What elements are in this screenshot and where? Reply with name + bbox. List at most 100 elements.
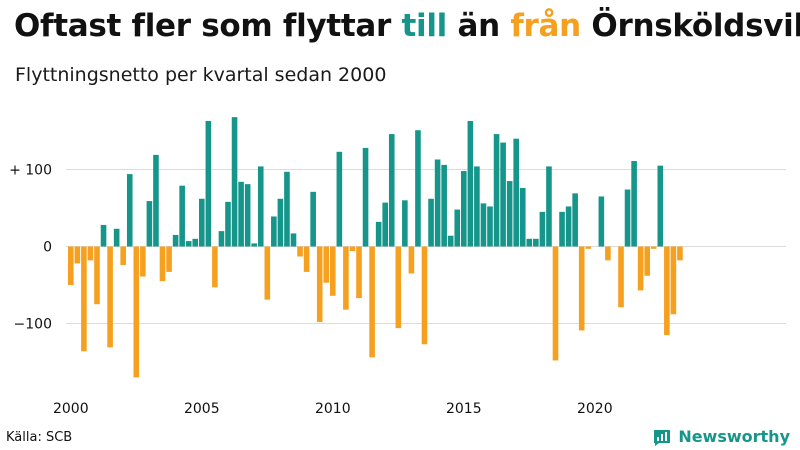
chart-title: Oftast fler som flyttar till än från Örn… <box>14 4 800 48</box>
bar <box>605 246 611 261</box>
bar <box>624 189 631 247</box>
bar <box>362 147 369 247</box>
x-tick-label: 2010 <box>315 401 351 417</box>
bar <box>297 246 303 257</box>
bar <box>81 246 87 352</box>
y-axis-labels: + 100 0 −100 <box>9 163 52 333</box>
bar <box>637 246 644 291</box>
bar <box>74 246 81 264</box>
bar <box>474 166 480 247</box>
bars <box>68 117 683 378</box>
bar <box>598 196 605 247</box>
bar <box>166 246 172 272</box>
bar <box>225 201 231 247</box>
bar <box>677 246 683 261</box>
bar <box>218 231 225 247</box>
bar <box>506 181 513 247</box>
bar <box>192 238 199 247</box>
bar <box>382 202 388 247</box>
bar <box>487 206 493 247</box>
title-part-3: än <box>446 8 511 44</box>
title-part-5: Örnsköldsvik <box>580 8 800 44</box>
title-highlight-fran: från <box>510 8 581 44</box>
bar <box>434 159 441 247</box>
bar <box>133 246 140 378</box>
bar <box>323 246 330 283</box>
bar <box>519 187 526 247</box>
bar <box>146 201 153 247</box>
bar <box>565 206 572 247</box>
x-tick-label: 2000 <box>53 401 89 417</box>
bar <box>199 198 205 247</box>
bar <box>284 171 290 247</box>
bar <box>257 166 264 247</box>
bar <box>159 246 166 282</box>
bar <box>480 203 487 247</box>
bar <box>107 246 113 348</box>
bar <box>120 246 126 265</box>
bar <box>343 246 349 310</box>
bar <box>290 233 297 247</box>
bar <box>356 246 362 299</box>
bar <box>664 246 670 336</box>
x-axis-labels: 2000 2005 2010 2015 2020 <box>53 401 613 417</box>
bar <box>316 246 323 322</box>
bar <box>441 164 447 247</box>
bar <box>539 211 546 247</box>
bar <box>100 224 107 247</box>
bar <box>375 221 382 247</box>
bar <box>467 120 474 247</box>
bar <box>533 238 539 247</box>
x-tick-label: 2005 <box>184 401 220 417</box>
bar <box>572 193 578 247</box>
bar <box>585 246 592 249</box>
bar <box>303 246 310 272</box>
y-tick-label: + 100 <box>9 163 52 179</box>
bar <box>87 246 94 261</box>
brand-name: Newsworthy <box>678 427 790 446</box>
bar <box>212 246 218 288</box>
bar <box>310 191 316 247</box>
bar <box>251 243 257 247</box>
bar <box>231 117 238 247</box>
bar <box>415 130 421 247</box>
bar <box>402 200 408 247</box>
bar <box>330 246 336 296</box>
bar <box>336 151 343 247</box>
bar <box>631 161 637 247</box>
bar <box>172 234 179 247</box>
bar <box>244 184 251 247</box>
bar <box>578 246 585 331</box>
bar <box>421 246 428 345</box>
bar <box>559 211 565 247</box>
bar <box>408 246 415 274</box>
x-tick-label: 2020 <box>577 401 613 417</box>
bar <box>650 246 657 249</box>
bar <box>546 166 552 247</box>
bar <box>113 228 120 247</box>
y-tick-label: 0 <box>43 240 52 256</box>
bar <box>179 185 185 247</box>
bar <box>264 246 271 300</box>
bar <box>493 134 500 247</box>
chart-subtitle: Flyttningsnetto per kvartal sedan 2000 <box>15 64 387 86</box>
bar <box>618 246 624 308</box>
bar <box>238 181 244 247</box>
bar <box>271 216 277 247</box>
newsworthy-brand[interactable]: Newsworthy <box>652 426 790 448</box>
bar <box>670 246 677 315</box>
bar <box>68 246 74 285</box>
bar <box>369 246 375 358</box>
bar <box>205 120 212 247</box>
title-part-1: Oftast fler som flyttar <box>14 8 402 44</box>
bar <box>526 238 533 247</box>
bar <box>153 154 159 247</box>
bar <box>94 246 100 305</box>
bar <box>552 246 559 361</box>
x-tick-label: 2015 <box>446 401 482 417</box>
bar <box>644 246 650 276</box>
bar <box>395 246 402 329</box>
bar <box>461 171 467 247</box>
bar <box>277 198 284 247</box>
